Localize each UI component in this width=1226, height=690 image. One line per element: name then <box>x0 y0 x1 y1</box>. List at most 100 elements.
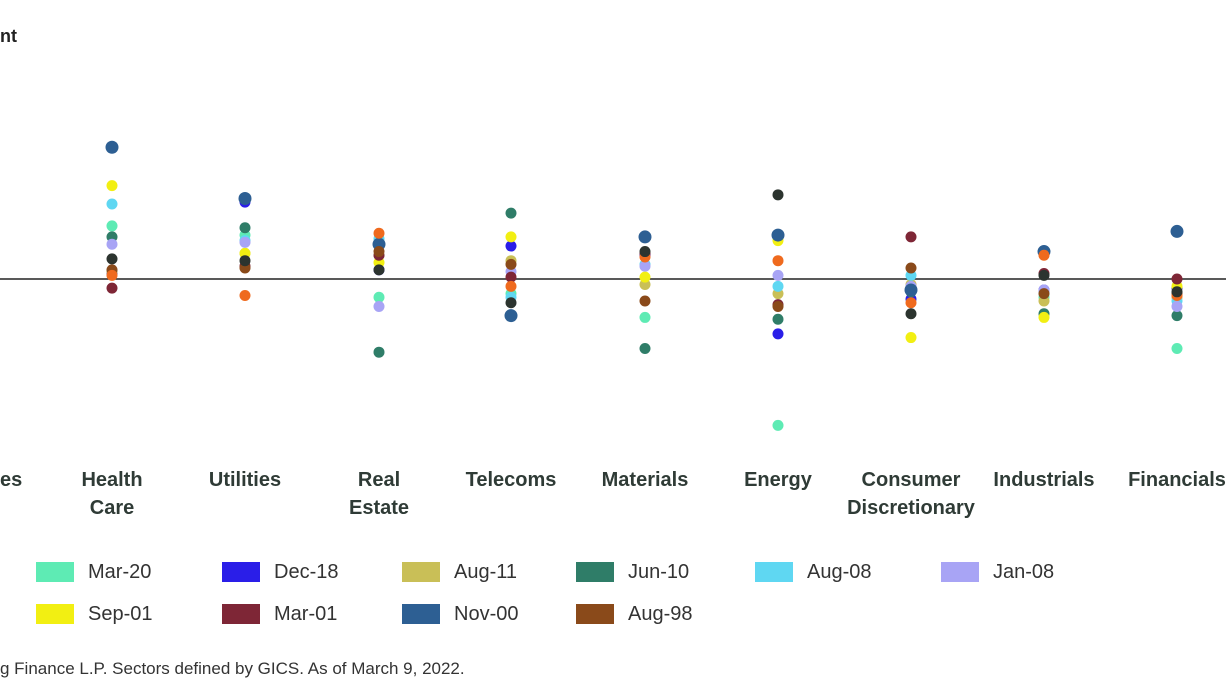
point-nov-00-cat6 <box>771 228 785 242</box>
legend-item-mar-01: Mar-01 <box>222 594 337 634</box>
legend-swatch <box>941 562 979 582</box>
legend-swatch <box>755 562 793 582</box>
point-sep-01-cat4 <box>505 231 517 243</box>
point-mar-20-cat6 <box>772 419 784 431</box>
legend-label: Jun-10 <box>628 560 690 583</box>
point-sep-01-cat8 <box>1038 311 1050 323</box>
point-sep-01-cat7 <box>905 332 917 344</box>
point-sep-01-cat1 <box>106 180 118 192</box>
category-label: Real Estate <box>348 469 410 519</box>
legend-swatch <box>576 562 614 582</box>
point-aug-98-cat6 <box>772 300 784 312</box>
point-aug-98-cat4 <box>505 258 517 270</box>
category-label: Consumer Discretionary <box>847 469 975 519</box>
point-nov-00-cat7 <box>904 283 918 297</box>
point-sep-01-cat5 <box>639 271 651 283</box>
point-jun-10-cat4 <box>505 207 517 219</box>
legend-item-jun-10: Jun-10 <box>576 552 689 592</box>
category-label: Energy <box>744 469 812 491</box>
point-unlabeled-10-cat8 <box>1038 249 1050 261</box>
legend-item-aug-98: Aug-98 <box>576 594 693 634</box>
legend-swatch <box>36 604 74 624</box>
point-unlabeled-11-cat8 <box>1038 269 1050 281</box>
point-mar-20-cat5 <box>639 311 651 323</box>
category-label: Materials <box>601 469 689 491</box>
legend-label: Aug-11 <box>454 560 518 583</box>
point-mar-01-cat4 <box>505 271 517 283</box>
source-note: g Finance L.P. Sectors defined by GICS. … <box>0 659 465 678</box>
legend-item-aug-11: Aug-11 <box>402 552 517 592</box>
legend-item-aug-08: Aug-08 <box>755 552 872 592</box>
point-dec-18-cat6 <box>772 328 784 340</box>
point-jan-08-cat3 <box>373 300 385 312</box>
point-jun-10-cat9 <box>1171 310 1183 322</box>
legend-item-mar-20: Mar-20 <box>36 552 151 592</box>
point-mar-01-cat1 <box>106 282 118 294</box>
legend-item-sep-01: Sep-01 <box>36 594 153 634</box>
point-jan-08-cat6 <box>772 269 784 281</box>
category-label: Financials <box>1128 469 1226 491</box>
legend-label: Aug-08 <box>807 560 872 583</box>
point-unlabeled-10-cat6 <box>772 255 784 267</box>
point-jan-08-cat9 <box>1171 300 1183 312</box>
point-mar-01-cat9 <box>1171 273 1183 285</box>
point-unlabeled-11-cat5 <box>639 246 651 258</box>
point-aug-08-cat6 <box>772 280 784 292</box>
legend-swatch <box>402 604 440 624</box>
point-unlabeled-11-cat6 <box>772 189 784 201</box>
point-unlabeled-10-cat7 <box>905 297 917 309</box>
point-mar-20-cat3 <box>373 291 385 303</box>
legend-label: Mar-01 <box>274 602 338 625</box>
data-points <box>105 140 1184 431</box>
legend-swatch <box>222 604 260 624</box>
point-nov-00-cat2 <box>238 191 252 205</box>
point-nov-00-cat5 <box>638 230 652 244</box>
point-jun-10-cat2 <box>239 222 251 234</box>
point-jun-10-cat6 <box>772 313 784 325</box>
point-aug-98-cat5 <box>639 295 651 307</box>
point-jan-08-cat2 <box>239 236 251 248</box>
legend-swatch <box>402 562 440 582</box>
point-unlabeled-10-cat3 <box>373 227 385 239</box>
point-mar-01-cat7 <box>905 231 917 243</box>
legend-swatch <box>222 562 260 582</box>
chart-title-fragment: nt <box>0 26 17 46</box>
point-unlabeled-10-cat1 <box>106 269 118 281</box>
point-nov-00-cat1 <box>105 140 119 154</box>
point-mar-20-cat9 <box>1171 343 1183 355</box>
point-aug-98-cat8 <box>1038 288 1050 300</box>
legend-label: Sep-01 <box>88 602 153 625</box>
point-aug-98-cat3 <box>373 246 385 258</box>
point-unlabeled-10-cat2 <box>239 289 251 301</box>
point-aug-08-cat1 <box>106 198 118 210</box>
legend: Mar-20 Dec-18 Aug-11 Jun-10 Aug-08 Jan-08 Sep-… <box>0 552 1226 642</box>
point-dec-18-cat4 <box>505 240 517 252</box>
legend-label: Jan-08 <box>993 560 1055 583</box>
point-unlabeled-11-cat4 <box>505 297 517 309</box>
point-jan-08-cat5 <box>639 260 651 272</box>
legend-label: Dec-18 <box>274 560 339 583</box>
category-label: Utilities <box>208 469 282 491</box>
legend-item-nov-00: Nov-00 <box>402 594 518 634</box>
category-label: Telecoms <box>465 469 557 491</box>
point-jan-08-cat1 <box>106 238 118 250</box>
scatter-plot <box>0 140 1226 431</box>
legend-swatch <box>576 604 614 624</box>
category-label: Health Care <box>81 469 143 519</box>
point-unlabeled-10-cat4 <box>505 280 517 292</box>
category-label: Industrials <box>993 469 1095 491</box>
legend-label: Mar-20 <box>88 560 152 583</box>
point-unlabeled-11-cat3 <box>373 264 385 276</box>
point-mar-20-cat1 <box>106 220 118 232</box>
legend-item-dec-18: Dec-18 <box>222 552 338 592</box>
legend-item-jan-08: Jan-08 <box>941 552 1054 592</box>
category-label: es <box>0 469 23 491</box>
point-unlabeled-11-cat1 <box>106 253 118 265</box>
point-jun-10-cat5 <box>639 343 651 355</box>
point-nov-00-cat9 <box>1170 224 1184 238</box>
point-jun-10-cat3 <box>373 346 385 358</box>
legend-label: Aug-98 <box>628 602 693 625</box>
point-nov-00-cat4 <box>504 309 518 323</box>
point-aug-98-cat7 <box>905 262 917 274</box>
point-unlabeled-11-cat2 <box>239 255 251 267</box>
